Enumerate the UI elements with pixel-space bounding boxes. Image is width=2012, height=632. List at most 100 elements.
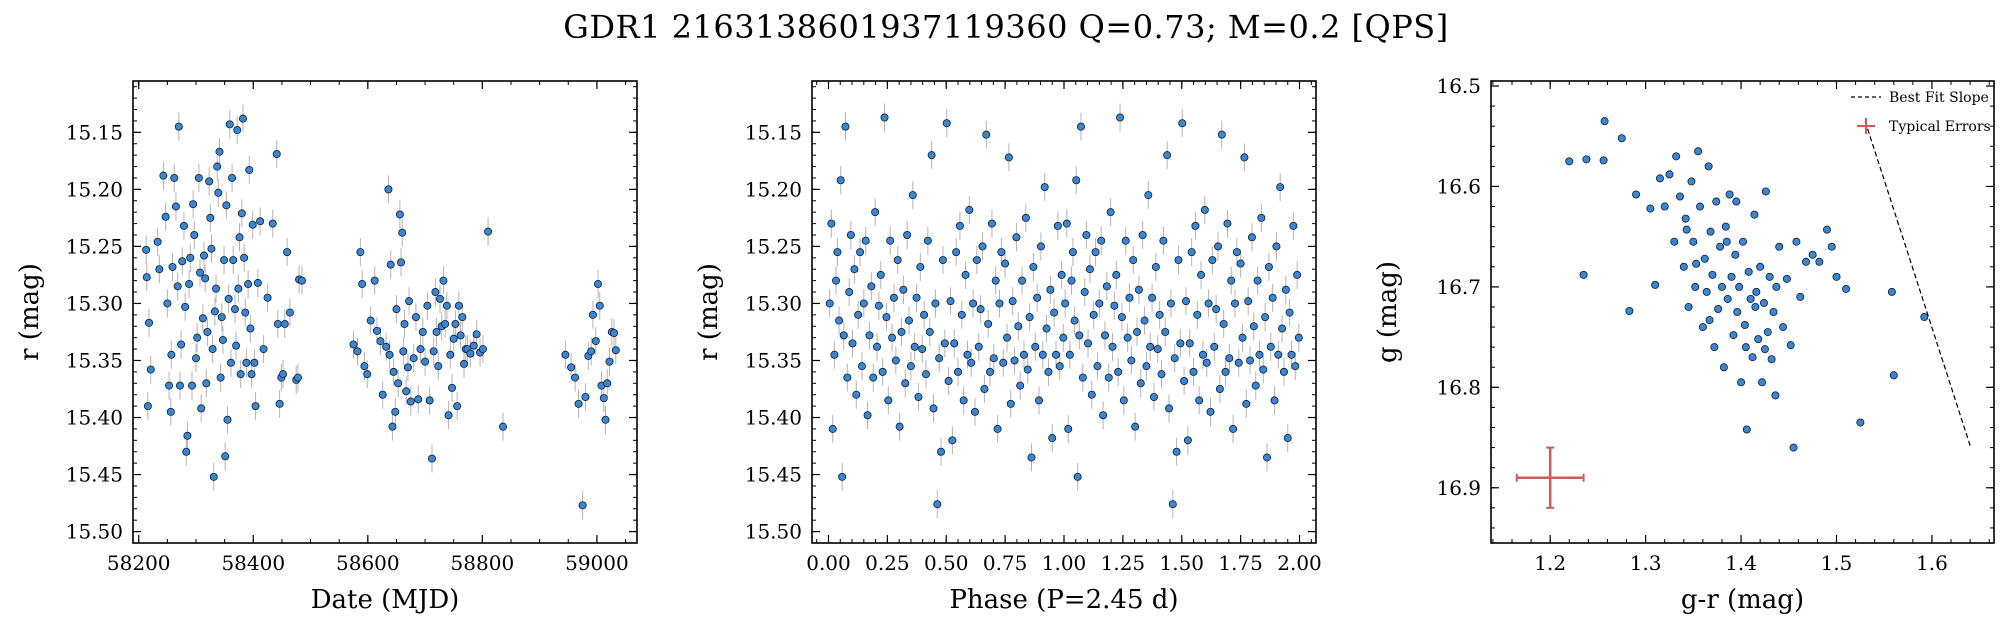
- data-point: [1737, 378, 1746, 387]
- data-point: [1102, 282, 1111, 291]
- data-point: [937, 447, 946, 456]
- data-point: [259, 345, 268, 354]
- data-point: [472, 330, 481, 339]
- data-point: [1144, 191, 1153, 200]
- data-point: [194, 173, 203, 182]
- data-point: [1168, 500, 1177, 509]
- data-point: [251, 402, 260, 411]
- data-point: [1684, 302, 1693, 311]
- data-point: [189, 200, 198, 209]
- data-point: [1832, 272, 1841, 281]
- data-point: [1738, 237, 1747, 246]
- x-tick-label: 59000: [565, 551, 629, 575]
- data-point: [1675, 192, 1684, 201]
- data-point: [1272, 242, 1281, 251]
- data-point: [1119, 396, 1128, 405]
- data-point: [283, 248, 292, 257]
- data-point: [611, 346, 620, 355]
- data-point: [170, 173, 179, 182]
- data-point: [1084, 339, 1093, 348]
- data-point: [995, 299, 1004, 308]
- data-point: [942, 119, 951, 128]
- data-point: [882, 313, 891, 322]
- data-point: [906, 362, 915, 371]
- x-axis-label: g-r (mag): [1681, 585, 1804, 615]
- data-point: [1025, 313, 1034, 322]
- x-tick-label: 58600: [336, 551, 400, 575]
- data-point: [388, 422, 397, 431]
- data-point: [1157, 370, 1166, 379]
- data-point: [1716, 242, 1725, 251]
- data-point: [835, 316, 844, 325]
- data-point: [215, 147, 224, 156]
- data-point: [203, 327, 212, 336]
- data-point: [1276, 183, 1285, 192]
- data-point: [961, 270, 970, 279]
- data-point: [1006, 399, 1015, 408]
- data-point: [349, 340, 358, 349]
- data-point: [206, 213, 215, 222]
- data-point: [142, 245, 151, 254]
- data-point: [177, 340, 186, 349]
- data-point: [1700, 254, 1709, 263]
- data-point: [1106, 208, 1115, 217]
- data-point: [458, 313, 467, 322]
- data-point: [1746, 294, 1755, 303]
- data-point: [1294, 333, 1303, 342]
- data-point: [1046, 285, 1055, 294]
- data-point: [1142, 362, 1151, 371]
- data-point: [1740, 321, 1749, 330]
- data-point: [478, 345, 487, 354]
- data-point: [1133, 327, 1142, 336]
- y-tick-label: 15.45: [745, 463, 802, 487]
- data-point: [285, 308, 294, 317]
- data-point: [854, 310, 863, 319]
- data-point: [1136, 379, 1145, 388]
- data-point: [240, 253, 249, 262]
- data-point: [1166, 299, 1175, 308]
- data-point: [1731, 250, 1740, 259]
- data-point: [832, 276, 841, 285]
- data-point: [198, 314, 207, 323]
- data-point: [933, 500, 942, 509]
- phased-lightcurve-panel: 0.00 0.25 0.50 0.75 1.00 1.25 1.50 1.75 2.00 15.1…: [694, 80, 1322, 615]
- data-point: [1072, 176, 1081, 185]
- data-point: [1771, 391, 1780, 400]
- data-point: [1672, 152, 1681, 161]
- data-point: [1751, 302, 1760, 311]
- x-tick-label: 1.5: [1821, 551, 1853, 575]
- data-point: [1163, 151, 1172, 160]
- data-point: [1125, 293, 1134, 302]
- data-point: [1082, 230, 1091, 239]
- y-tick-label: 15.25: [745, 234, 802, 258]
- data-point: [279, 370, 288, 379]
- data-point: [1772, 282, 1781, 291]
- data-point: [182, 447, 191, 456]
- data-point: [1191, 221, 1200, 230]
- data-point: [1021, 213, 1030, 222]
- data-point: [392, 305, 401, 314]
- data-point: [1227, 276, 1236, 285]
- x-tick-label: 1.50: [1159, 551, 1204, 575]
- data-point: [878, 367, 887, 376]
- data-point: [196, 268, 205, 277]
- data-point: [610, 329, 619, 338]
- data-point: [235, 233, 244, 242]
- data-point: [1735, 282, 1744, 291]
- data-point: [857, 362, 866, 371]
- y-tick-label: 16.5: [1436, 74, 1481, 98]
- data-point: [1283, 434, 1292, 443]
- data-point: [959, 396, 968, 405]
- data-point: [938, 256, 947, 265]
- data-point: [1251, 381, 1260, 390]
- data-point: [1097, 236, 1106, 245]
- data-point: [836, 176, 845, 185]
- data-point: [1293, 270, 1302, 279]
- data-point: [1827, 242, 1836, 251]
- data-point: [212, 284, 221, 293]
- data-point: [588, 310, 597, 319]
- data-point: [963, 350, 972, 359]
- data-point: [891, 356, 900, 365]
- data-point: [1042, 324, 1051, 333]
- y-tick-label: 16.6: [1436, 174, 1481, 198]
